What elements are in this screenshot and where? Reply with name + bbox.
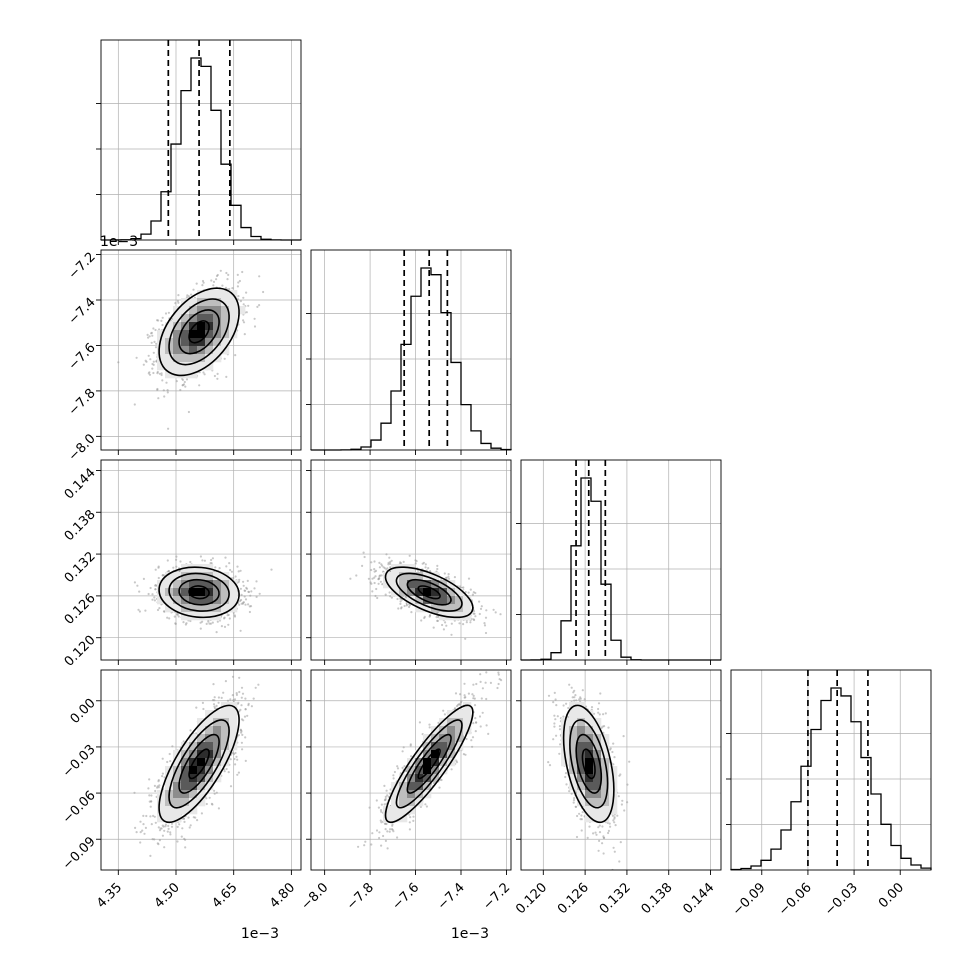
- y-tick-label: 0.126: [62, 591, 99, 628]
- panel-frame: [520, 669, 722, 871]
- panel-1-1: [306, 249, 512, 455]
- contour-level-1: [178, 309, 220, 355]
- contour-level-3: [158, 566, 240, 619]
- y-tick-label: 0.144: [62, 466, 99, 503]
- x-tick-label: −0.06: [776, 880, 815, 919]
- panel-frame: [310, 669, 512, 871]
- panel-frame: [730, 669, 932, 871]
- contour-level-2: [168, 298, 230, 366]
- x-tick-label: 0.144: [680, 880, 717, 917]
- x-offset-label: 1e−3: [451, 926, 489, 942]
- x-tick-label: 0.138: [639, 880, 676, 917]
- contour-level-2: [569, 719, 609, 809]
- x-offset-label: 1e−3: [241, 926, 279, 942]
- x-tick-label: 0.132: [597, 880, 634, 917]
- density-layer: [349, 551, 502, 640]
- panel-0-0: [96, 39, 302, 245]
- x-tick-label: −8.0: [299, 880, 332, 913]
- x-tick-label: 0.00: [876, 880, 907, 911]
- y-tick-label: 0.00: [68, 696, 99, 727]
- y-tick-label: 0.138: [62, 507, 99, 544]
- y-tick-label: −7.8: [66, 386, 99, 419]
- contour-level-2: [395, 572, 463, 612]
- density-blocks: [157, 290, 246, 379]
- x-tick-label: −0.03: [822, 880, 861, 919]
- panel-frame: [310, 459, 512, 661]
- x-tick-label: 0.120: [513, 880, 550, 917]
- panel-frame: [100, 669, 302, 871]
- x-tick-label: 4.35: [94, 880, 125, 911]
- contour-level-0: [581, 748, 596, 780]
- density-layer: [133, 675, 260, 858]
- y-tick-label: −0.06: [60, 788, 99, 827]
- contour-level-3: [384, 704, 474, 824]
- y-tick-label: −8.0: [66, 431, 99, 464]
- y-tick-label: −0.03: [60, 742, 99, 781]
- contour-level-1: [178, 578, 220, 606]
- y-tick-label: −7.6: [66, 341, 99, 374]
- contour-level-1: [178, 733, 220, 794]
- contour-level-3: [158, 287, 240, 377]
- x-tick-label: −7.2: [480, 880, 513, 913]
- density-layer: [133, 555, 273, 634]
- density-layer: [357, 671, 503, 850]
- contour-level-0: [417, 585, 441, 600]
- contour-level-0: [417, 748, 441, 780]
- contour-level-1: [575, 733, 603, 794]
- histogram-param-0: [100, 57, 302, 241]
- x-tick-label: −7.8: [344, 880, 377, 913]
- contour-level-0: [188, 320, 210, 344]
- y-tick-label: −7.4: [66, 295, 99, 328]
- contour-level-2: [168, 572, 230, 612]
- panel-1-0: [96, 249, 302, 455]
- y-tick-label: −0.09: [60, 834, 99, 873]
- contour-level-0: [188, 748, 210, 780]
- density-layer: [117, 269, 265, 430]
- panel-2-2: [516, 459, 722, 665]
- y-tick-label: 0.132: [62, 549, 99, 586]
- x-tick-label: 0.126: [555, 880, 592, 917]
- panel-frame: [310, 249, 512, 451]
- panel-3-0: [96, 669, 302, 875]
- contour-level-1: [406, 733, 452, 794]
- contour-level-3: [384, 566, 474, 619]
- x-tick-label: 4.65: [209, 880, 240, 911]
- x-tick-label: −7.4: [435, 880, 468, 913]
- histogram-param-3: [730, 687, 932, 871]
- x-tick-label: −7.6: [389, 880, 422, 913]
- x-tick-label: 4.50: [152, 880, 183, 911]
- panel-frame: [100, 459, 302, 661]
- panel-frame: [520, 459, 722, 661]
- panel-frame: [100, 249, 302, 451]
- contour-level-3: [158, 704, 240, 824]
- panel-frame: [100, 39, 302, 241]
- x-tick-label: 4.80: [267, 880, 298, 911]
- panel-3-3: [726, 669, 932, 875]
- contour-level-2: [395, 719, 463, 809]
- panel-3-1: [306, 669, 512, 875]
- contour-level-1: [406, 578, 452, 606]
- contour-level-0: [188, 585, 210, 600]
- y-tick-label: 0.120: [62, 633, 99, 670]
- contour-level-3: [562, 704, 615, 824]
- panel-2-0: [96, 459, 302, 665]
- panel-2-1: [306, 459, 512, 665]
- contour-level-2: [168, 719, 230, 809]
- density-layer: [547, 683, 631, 870]
- y-offset-label: 1e−3: [100, 234, 138, 250]
- panel-3-2: [516, 669, 722, 875]
- y-tick-label: −7.2: [66, 250, 99, 283]
- x-tick-label: −0.09: [730, 880, 769, 919]
